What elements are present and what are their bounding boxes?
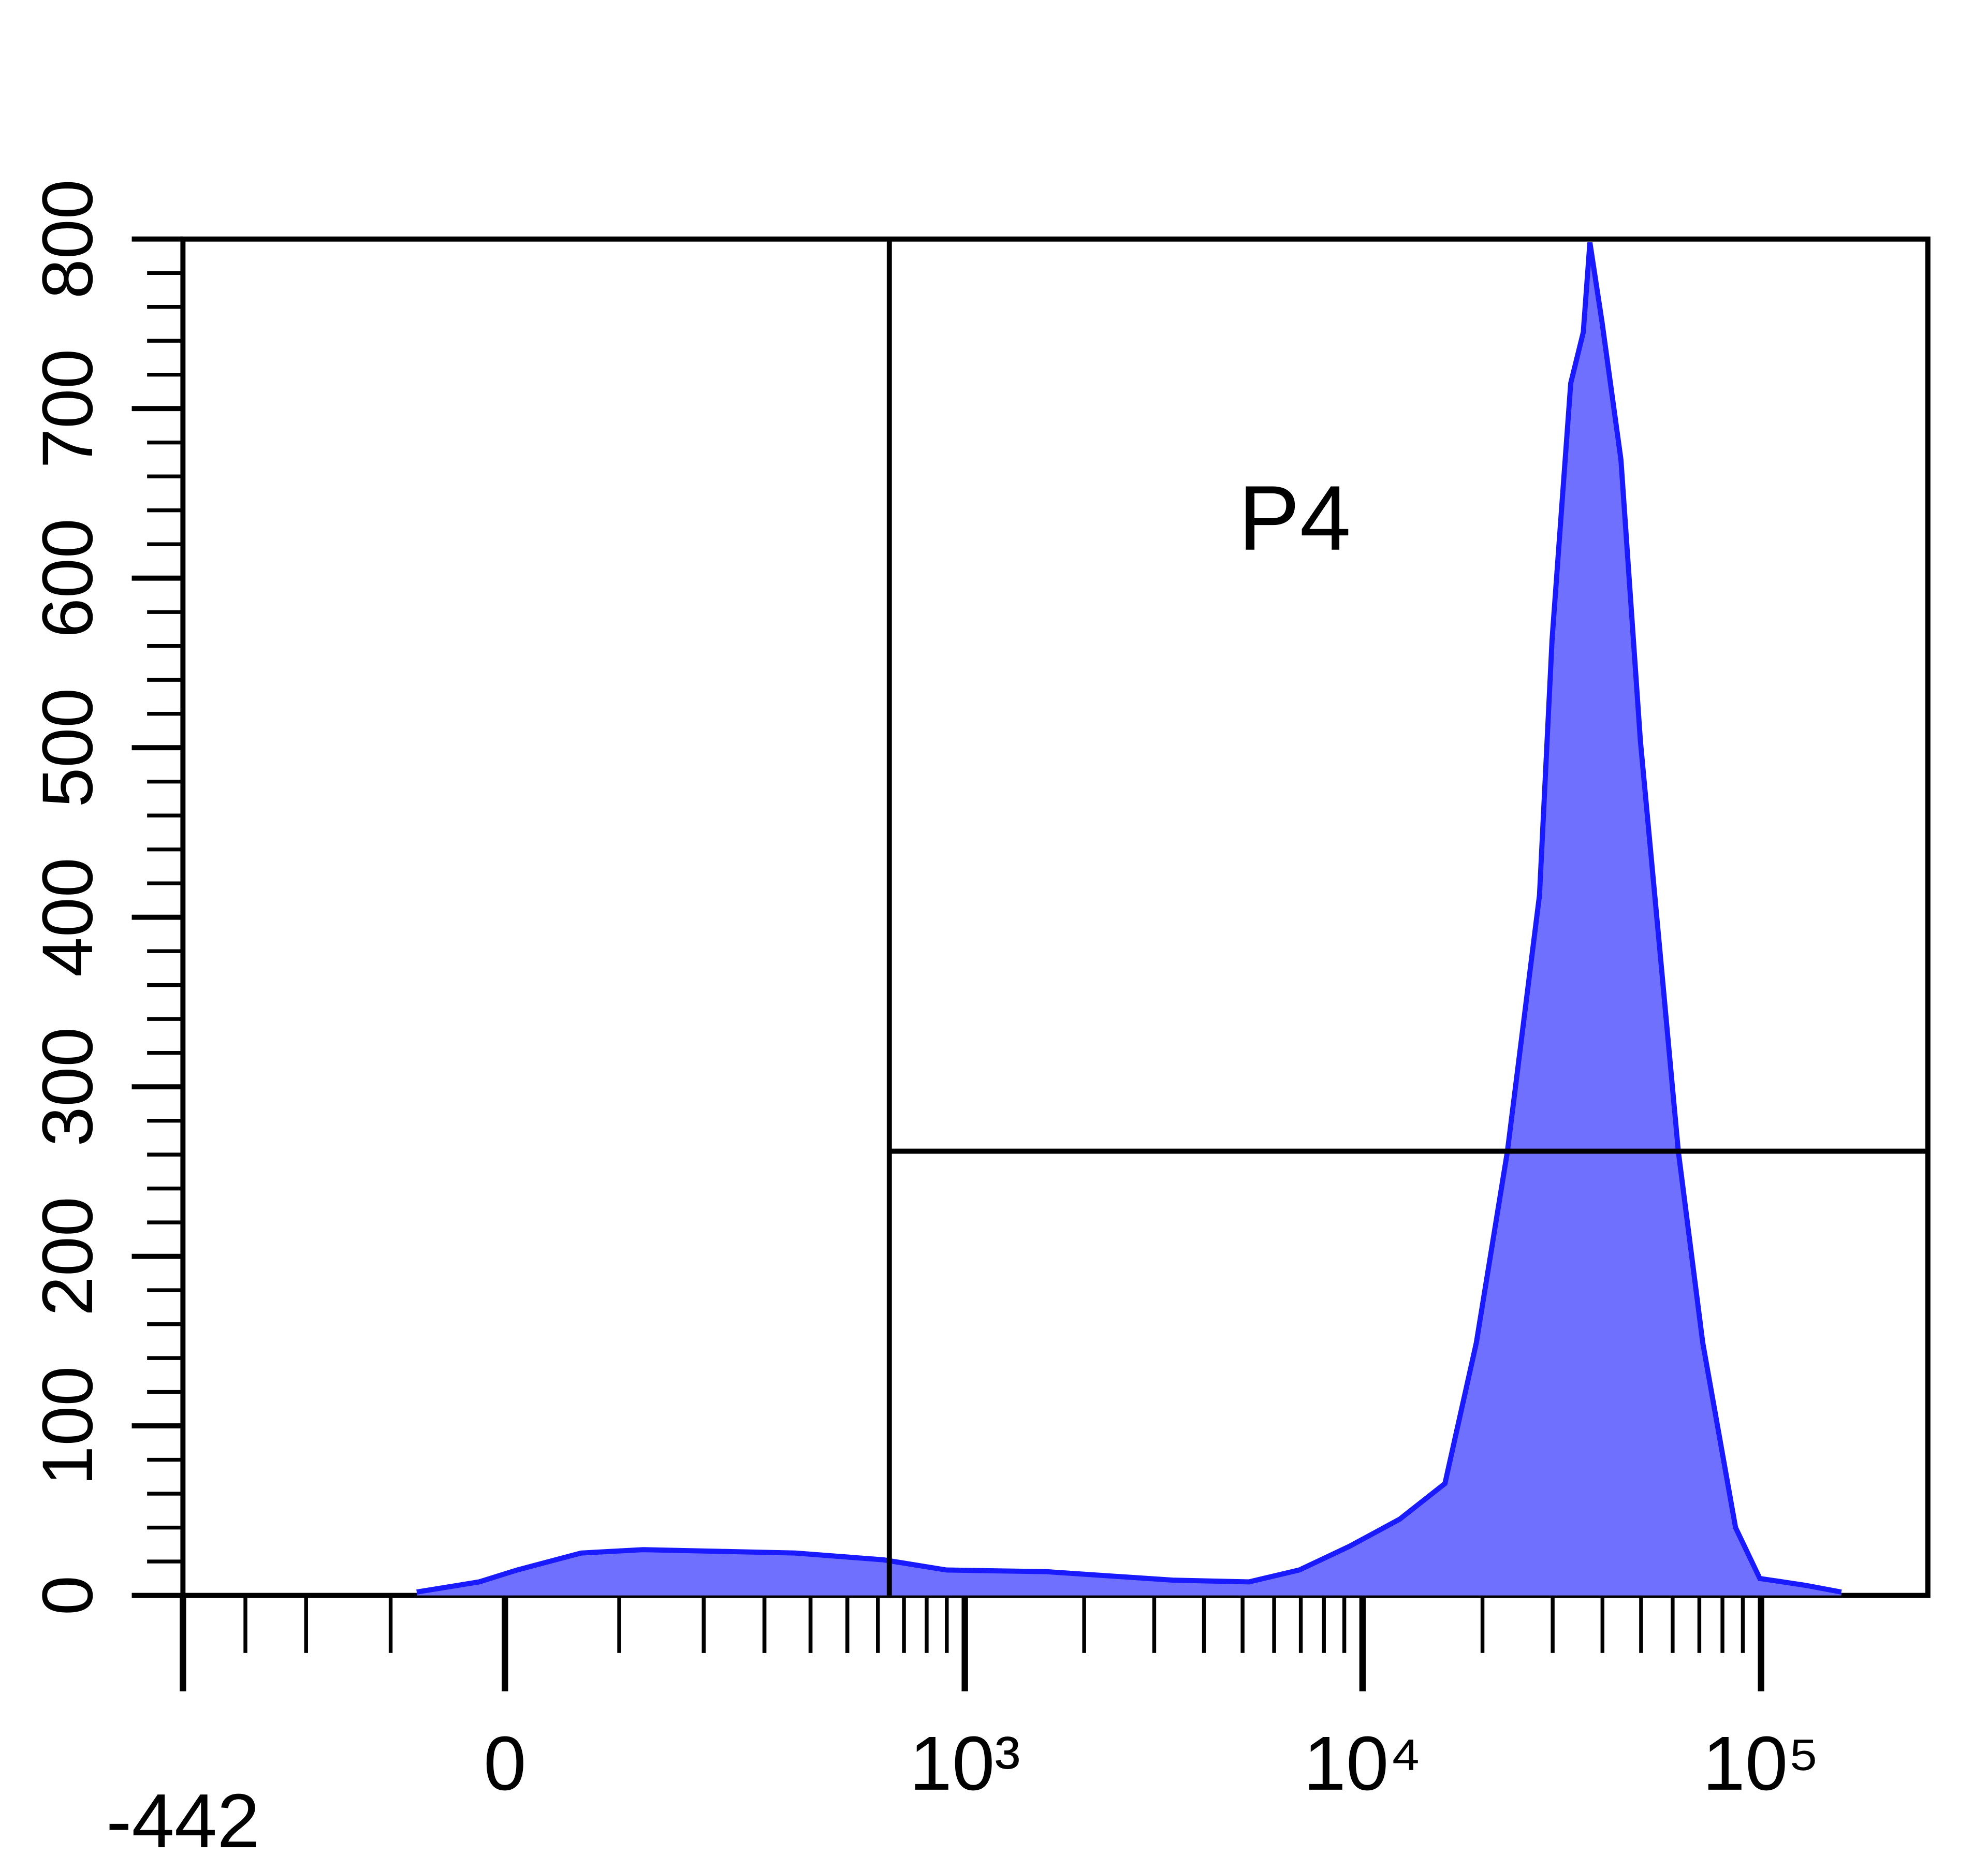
y-tick-label: 100 bbox=[28, 1366, 108, 1486]
y-tick-label: 500 bbox=[28, 688, 108, 808]
y-tick-label: 600 bbox=[28, 518, 108, 638]
histogram-area bbox=[416, 242, 1841, 1596]
y-tick-label: 400 bbox=[28, 857, 108, 977]
x-tick-label: -442 bbox=[106, 1778, 260, 1864]
y-tick-label: 800 bbox=[28, 179, 108, 299]
x-tick-label: 10⁴ bbox=[1304, 1721, 1422, 1806]
y-tick-label: 200 bbox=[28, 1196, 108, 1316]
x-tick-label: 10⁵ bbox=[1702, 1721, 1819, 1806]
x-tick-label: 0 bbox=[484, 1721, 526, 1806]
y-tick-label: 300 bbox=[28, 1027, 108, 1147]
gate-label: P4 bbox=[1238, 466, 1351, 570]
histogram-line bbox=[416, 242, 1842, 1595]
y-tick-label: 0 bbox=[28, 1575, 108, 1615]
x-tick-label: 10³ bbox=[910, 1721, 1020, 1806]
y-tick-label: 700 bbox=[28, 349, 108, 469]
